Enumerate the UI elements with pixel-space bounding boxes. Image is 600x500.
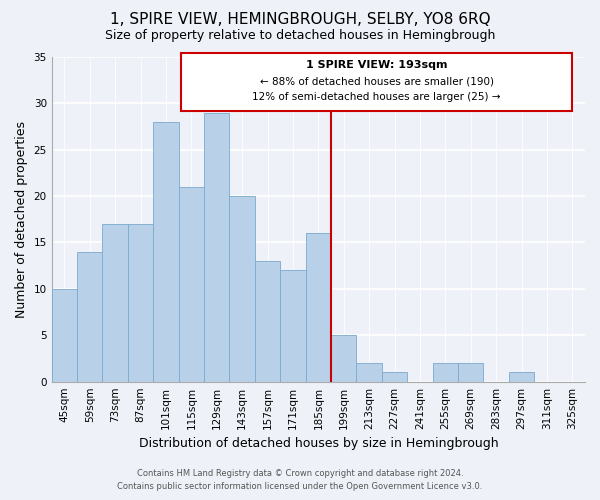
- Bar: [331, 336, 356, 382]
- Text: 12% of semi-detached houses are larger (25) →: 12% of semi-detached houses are larger (…: [253, 92, 501, 102]
- Text: 1 SPIRE VIEW: 193sqm: 1 SPIRE VIEW: 193sqm: [306, 60, 448, 70]
- Bar: [229, 196, 255, 382]
- Bar: [305, 233, 331, 382]
- Bar: [179, 187, 204, 382]
- Bar: [433, 363, 458, 382]
- Bar: [204, 112, 229, 382]
- Bar: [77, 252, 103, 382]
- Bar: [103, 224, 128, 382]
- Bar: [280, 270, 305, 382]
- Bar: [509, 372, 534, 382]
- Bar: [128, 224, 153, 382]
- Text: Size of property relative to detached houses in Hemingbrough: Size of property relative to detached ho…: [105, 29, 495, 42]
- Text: Contains HM Land Registry data © Crown copyright and database right 2024.
Contai: Contains HM Land Registry data © Crown c…: [118, 470, 482, 491]
- X-axis label: Distribution of detached houses by size in Hemingbrough: Distribution of detached houses by size …: [139, 437, 498, 450]
- Y-axis label: Number of detached properties: Number of detached properties: [15, 121, 28, 318]
- Bar: [255, 261, 280, 382]
- FancyBboxPatch shape: [181, 53, 572, 110]
- Bar: [153, 122, 179, 382]
- Bar: [52, 289, 77, 382]
- Bar: [382, 372, 407, 382]
- Text: ← 88% of detached houses are smaller (190): ← 88% of detached houses are smaller (19…: [260, 76, 494, 86]
- Bar: [458, 363, 484, 382]
- Text: 1, SPIRE VIEW, HEMINGBROUGH, SELBY, YO8 6RQ: 1, SPIRE VIEW, HEMINGBROUGH, SELBY, YO8 …: [110, 12, 490, 28]
- Bar: [356, 363, 382, 382]
